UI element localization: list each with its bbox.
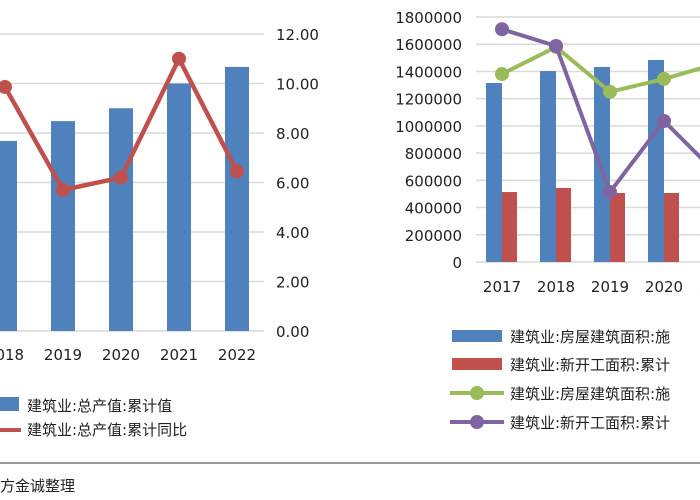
right-chart: 0 200000 400000 600000 800000 1000000 1200000 1… [395, 9, 700, 432]
bar [486, 83, 502, 262]
bar [167, 83, 191, 331]
bar [0, 140, 17, 331]
bar [51, 121, 75, 332]
bar [225, 66, 249, 331]
line-point [657, 113, 671, 128]
y-tick-label: 1200000 [395, 91, 462, 109]
bar [664, 192, 679, 262]
y-tick-label: 1400000 [395, 63, 462, 81]
bar [648, 60, 664, 263]
line-point [603, 185, 617, 200]
legend-swatch [452, 330, 502, 342]
x-tick-label: 2018 [537, 278, 575, 296]
y-tick-label: 1000000 [395, 118, 462, 136]
x-tick-label: 2021 [699, 278, 700, 296]
legend-label: 建筑业:总产值:累计同比 [27, 421, 187, 439]
legend-label: 建筑业:新开工面积:累计 [510, 414, 670, 432]
y-tick-label: 6.00 [276, 175, 309, 193]
line-point [495, 67, 509, 82]
bar [540, 71, 556, 263]
x-tick-label: 2017 [483, 278, 521, 296]
legend-label: 建筑业:总产值:累计值 [27, 397, 172, 415]
line-point [495, 22, 509, 37]
y-tick-label: 2.00 [276, 274, 309, 292]
y-tick-label: 400000 [405, 200, 462, 218]
x-tick-label: 2022 [218, 346, 256, 364]
y-tick-label: 10.00 [276, 76, 319, 94]
x-tick-label: 2019 [44, 346, 82, 364]
line-point [603, 84, 617, 99]
y-tick-label: 0.00 [276, 323, 309, 341]
source-note: 方金诚整理 [0, 477, 75, 495]
line-point [114, 170, 128, 185]
legend-marker [470, 415, 484, 429]
line-point [0, 79, 12, 94]
line-point [230, 164, 244, 179]
x-tick-label: 2018 [0, 346, 24, 364]
bar [594, 66, 610, 262]
legend-swatch [0, 397, 19, 411]
x-tick-label: 2019 [591, 278, 629, 296]
y-tick-label: 0 [452, 254, 462, 272]
legend-marker [470, 386, 484, 400]
y-tick-label: 12.00 [276, 26, 319, 44]
line-point [172, 51, 186, 66]
bar [556, 187, 571, 262]
line-point [56, 182, 70, 197]
bar [109, 108, 133, 331]
y-tick-label: 8.00 [276, 125, 309, 143]
x-tick-label: 2020 [102, 346, 140, 364]
x-tick-label: 2020 [645, 278, 683, 296]
y-tick-label: 1600000 [395, 36, 462, 54]
y-tick-label: 600000 [405, 172, 462, 190]
legend-label: 建筑业:房屋建筑面积:施 [510, 328, 670, 346]
x-tick-label: 2021 [160, 346, 198, 364]
legend-swatch [452, 358, 502, 370]
y-tick-label: 800000 [405, 145, 462, 163]
y-tick-label: 1800000 [395, 9, 462, 27]
legend-label: 建筑业:房屋建筑面积:施 [510, 385, 670, 403]
y-tick-label: 4.00 [276, 224, 309, 242]
y-tick-label: 200000 [405, 227, 462, 245]
line-point [657, 71, 671, 86]
left-chart: 0.00 2.00 4.00 6.00 8.00 10.00 12.00 2018 2019 20… [0, 26, 319, 439]
legend-label: 建筑业:新开工面积:累计 [510, 356, 670, 374]
bar [502, 192, 517, 262]
bar [610, 192, 625, 262]
line-point [549, 38, 563, 53]
